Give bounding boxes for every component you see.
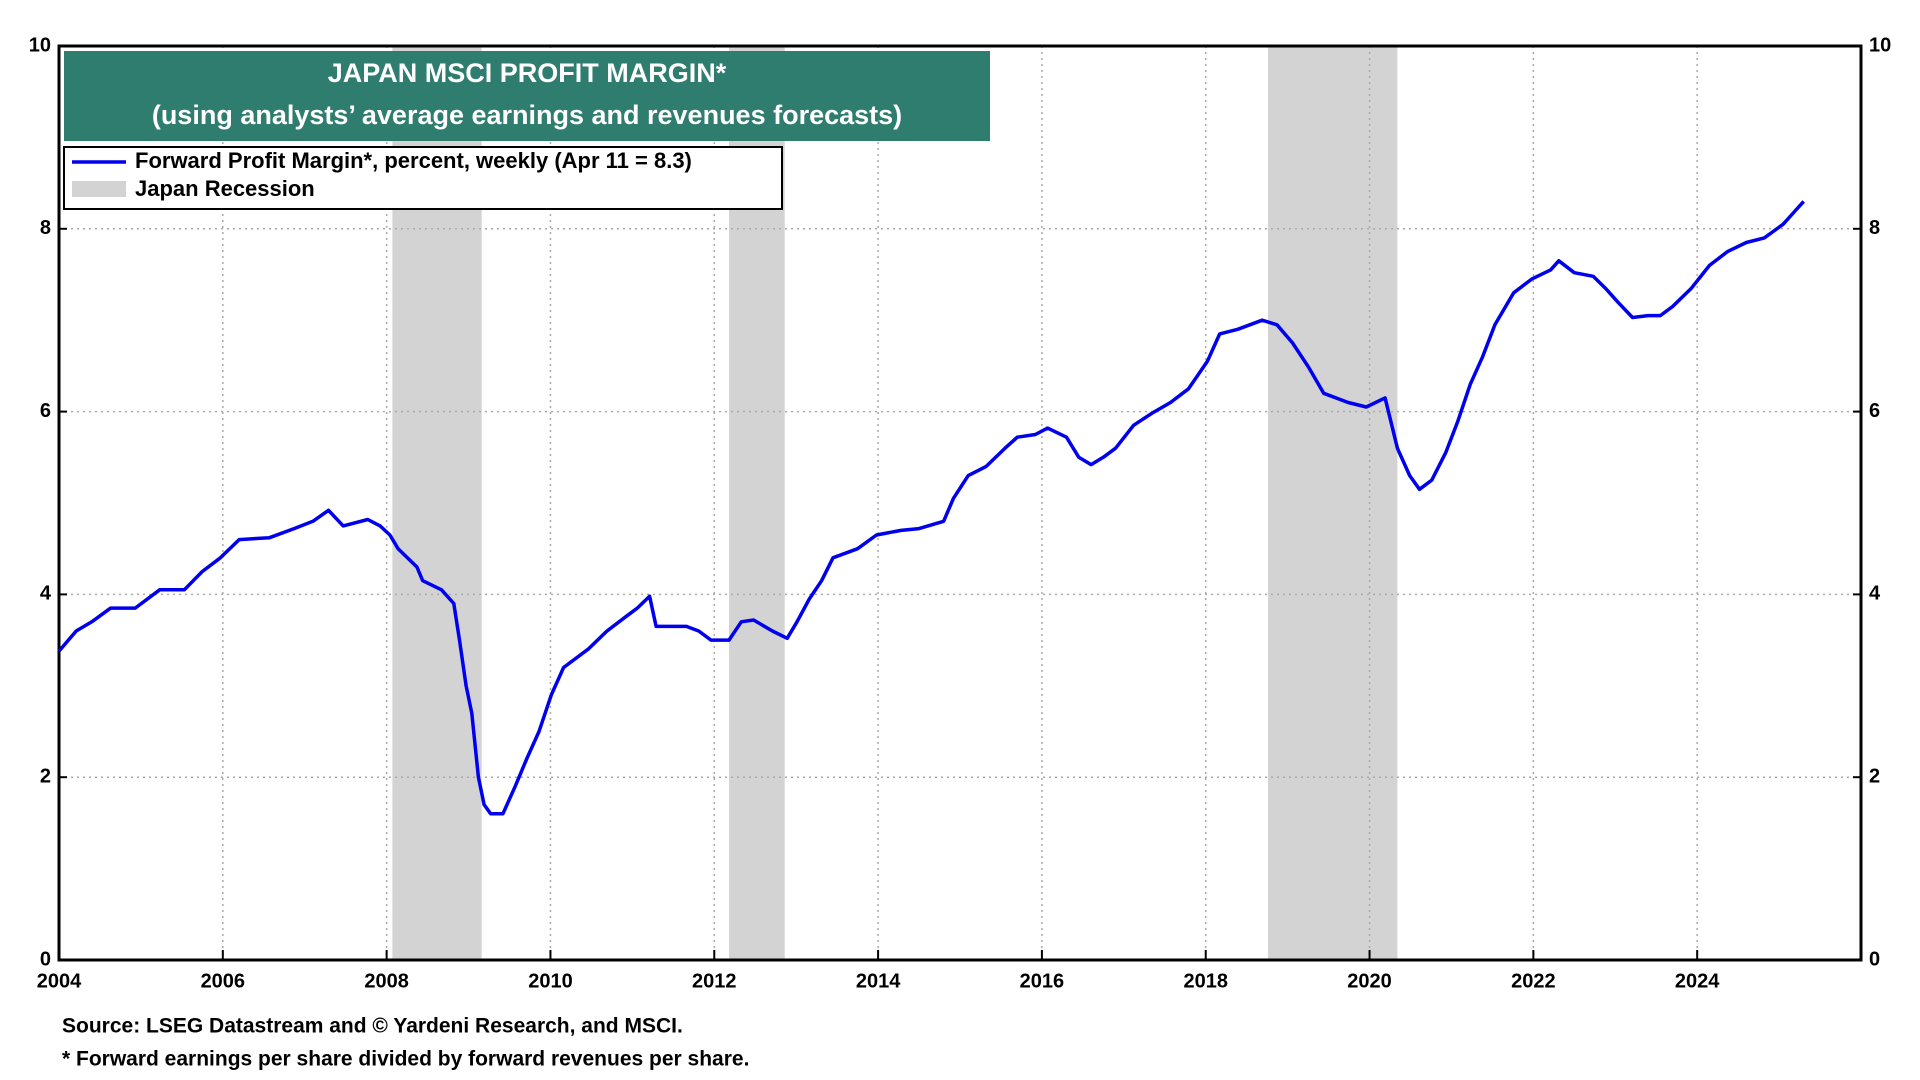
recession-band [1267, 46, 1398, 960]
x-tick-label: 2020 [1347, 970, 1392, 992]
legend-label: Forward Profit Margin*, percent, weekly … [135, 148, 692, 173]
x-tick-label: 2008 [364, 970, 409, 992]
y2-tick-label: 2 [1869, 765, 1880, 787]
y2-tick-label: 10 [1869, 34, 1891, 56]
y-tick-label: 8 [40, 217, 51, 239]
y2-tick-label: 0 [1869, 948, 1880, 970]
legend-label: Japan Recession [135, 176, 315, 201]
x-tick-label: 2004 [37, 970, 82, 992]
legend-band-swatch [72, 181, 126, 197]
x-tick-label: 2018 [1183, 970, 1228, 992]
x-tick-label: 2024 [1675, 970, 1720, 992]
y2-tick-label: 4 [1869, 583, 1881, 605]
x-tick-label: 2022 [1511, 970, 1556, 992]
x-tick-label: 2006 [201, 970, 246, 992]
chart-subtitle: (using analysts’ average earnings and re… [152, 100, 902, 130]
series-line [57, 200, 1806, 816]
footnote: * Forward earnings per share divided by … [62, 1048, 749, 1071]
legend-box [63, 146, 783, 210]
x-tick-label: 2016 [1020, 970, 1065, 992]
source-note: Source: LSEG Datastream and © Yardeni Re… [62, 1015, 683, 1038]
x-tick-label: 2010 [528, 970, 573, 992]
plot-frame [57, 44, 1863, 962]
y2-tick-label: 8 [1869, 217, 1880, 239]
x-tick-label: 2012 [692, 970, 737, 992]
y-tick-label: 6 [40, 400, 51, 422]
y-tick-label: 10 [29, 34, 51, 56]
y2-tick-label: 6 [1869, 400, 1880, 422]
y-tick-label: 2 [40, 765, 51, 787]
y-tick-label: 0 [40, 948, 51, 970]
chart-title: JAPAN MSCI PROFIT MARGIN* [328, 58, 727, 88]
y-tick-label: 4 [40, 583, 52, 605]
x-tick-label: 2014 [856, 970, 901, 992]
title-box [64, 51, 990, 141]
